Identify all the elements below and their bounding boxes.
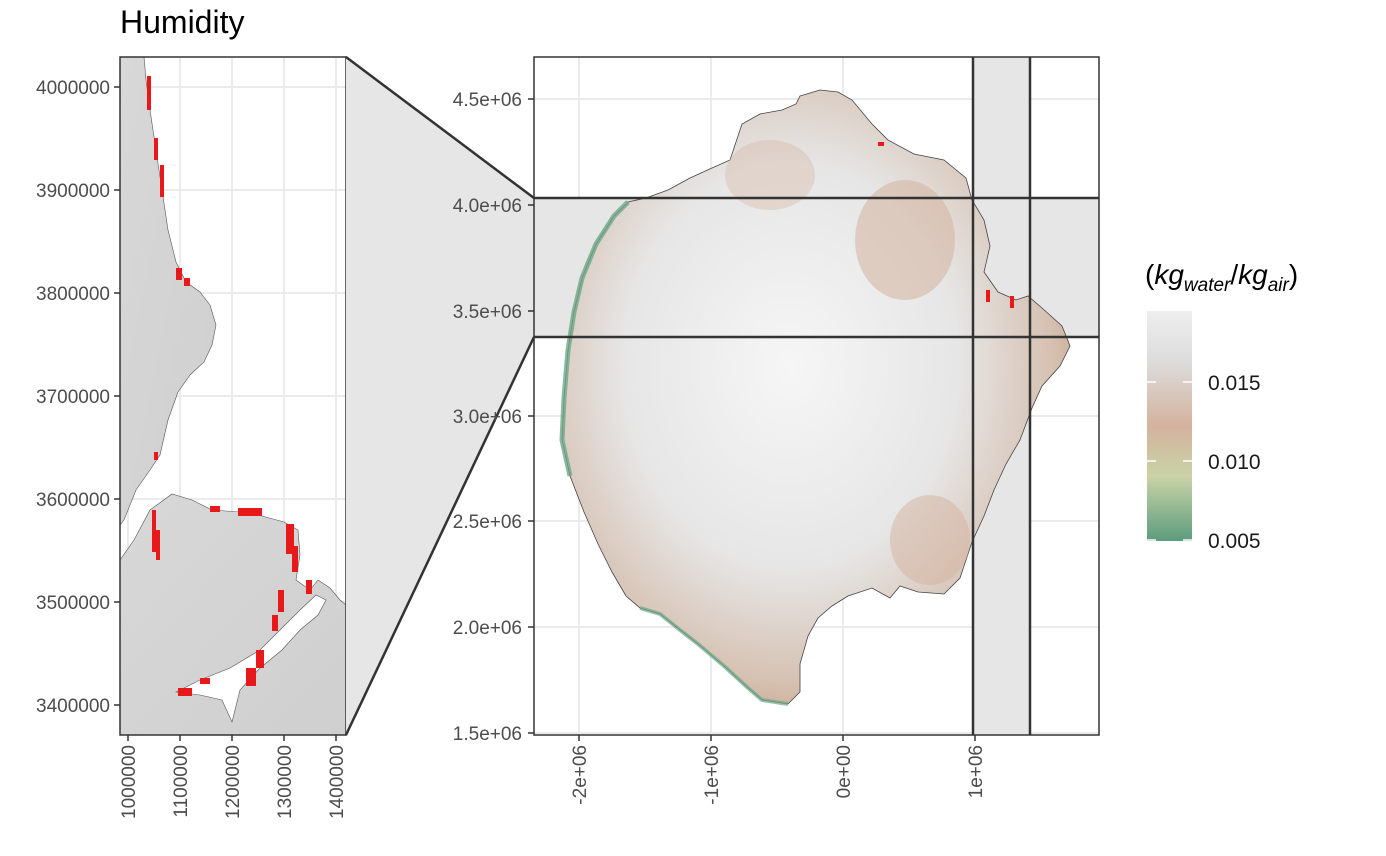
- inset-land-north: [120, 57, 217, 526]
- main-highlight-cells: [878, 142, 1014, 308]
- inset-y-tick-label: 3700000: [36, 387, 110, 408]
- main-y-tick-labels: 4.5e+06 4.0e+06 3.5e+06 3.0e+06 2.5e+06 …: [453, 90, 522, 745]
- zoom-connector: [344, 56, 536, 736]
- main-y-tick-label: 2.0e+06: [453, 618, 522, 639]
- main-x-tick-label: 1e+06: [966, 745, 987, 798]
- main-y-tick-label: 2.5e+06: [453, 512, 522, 533]
- inset-y-tick-label: 4000000: [36, 78, 110, 99]
- main-x-tick-label: 0e+00: [834, 745, 855, 798]
- legend: (kgwater/kgair) 0.015 0.010 0.005: [1145, 259, 1298, 553]
- main-panel-border: [533, 56, 1100, 736]
- inset-y-tick-label: 3400000: [36, 696, 110, 717]
- main-y-tick-label: 4.0e+06: [453, 196, 522, 217]
- legend-title-unit-1: kg: [1154, 259, 1184, 290]
- main-x-tick-label: -1e+06: [702, 745, 723, 805]
- main-y-tick-label: 1.5e+06: [453, 724, 522, 745]
- inset-y-tick-label: 3600000: [36, 490, 110, 511]
- legend-label: 0.010: [1208, 451, 1261, 474]
- land-west-coast-green: [559, 200, 630, 477]
- inset-y-tick-labels: 4000000 3900000 3800000 3700000 3600000 …: [36, 78, 110, 717]
- inset-y-tick-label: 3900000: [36, 181, 110, 202]
- inset-highlight-cells: [147, 76, 312, 696]
- legend-title-subscript-2: air: [1268, 275, 1290, 296]
- inset-water-inlet: [174, 594, 327, 723]
- zoom-connector-fill: [346, 57, 534, 735]
- land-dry-region-north-central: [725, 140, 815, 210]
- inset-y-tick-label: 3800000: [36, 284, 110, 305]
- inset-x-tick-label: 1100000: [171, 745, 192, 818]
- inset-x-tick-label: 1400000: [327, 745, 348, 819]
- inset-x-tick-label: 1200000: [223, 745, 244, 819]
- main-axis-ticks: [528, 98, 976, 741]
- land-south-coast-green: [639, 606, 789, 706]
- inset-x-tick-label: 1000000: [119, 745, 140, 819]
- inset-x-tick-labels: 1000000 1100000 1200000 1300000 1400000: [119, 745, 348, 819]
- inset-x-tick-label: 1300000: [275, 745, 296, 819]
- zoom-connector-line-top: [345, 56, 535, 199]
- main-y-tick-label: 4.5e+06: [453, 90, 522, 111]
- legend-title-unit-2: kg: [1238, 259, 1268, 290]
- zoom-connector-line-bottom: [344, 336, 536, 736]
- legend-colorbar-ticks: [1147, 381, 1192, 541]
- main-x-tick-label: -2e+06: [570, 745, 591, 805]
- legend-label: 0.015: [1208, 372, 1261, 395]
- legend-title-subscript-1: water: [1184, 275, 1231, 296]
- land-dry-region-southeast: [890, 495, 970, 585]
- main-y-tick-label: 3.5e+06: [453, 302, 522, 323]
- main-panel: 4.5e+06 4.0e+06 3.5e+06 3.0e+06 2.5e+06 …: [453, 56, 1100, 805]
- map-title: Humidity: [120, 4, 245, 40]
- legend-colorbar: [1147, 311, 1192, 541]
- main-x-tick-labels: -2e+06 -1e+06 0e+00 1e+06: [570, 745, 987, 805]
- main-y-tick-label: 3.0e+06: [453, 407, 522, 428]
- land-dry-region-north: [855, 180, 955, 300]
- inset-panel: 4000000 3900000 3800000 3700000 3600000 …: [36, 56, 348, 819]
- inset-y-tick-label: 3500000: [36, 593, 110, 614]
- inset-axis-ticks: [114, 86, 337, 741]
- legend-label: 0.005: [1208, 530, 1261, 553]
- legend-title: (kgwater/kgair): [1145, 259, 1298, 296]
